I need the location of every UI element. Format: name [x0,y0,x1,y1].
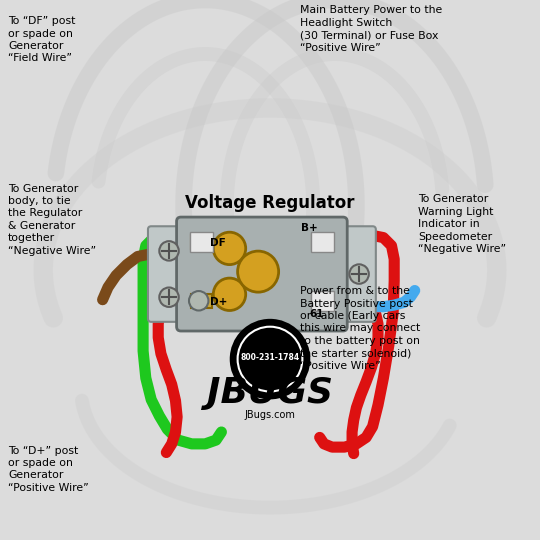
FancyBboxPatch shape [148,226,187,322]
Text: 61: 61 [309,309,323,319]
Text: JBugs.com: JBugs.com [245,410,295,420]
Text: DF: DF [210,238,225,248]
Bar [310,232,334,252]
Text: JBUGS: JBUGS [207,376,333,410]
Text: Power from & to the
Battery Positive post
or cable (Early cars
this wire may con: Power from & to the Battery Positive pos… [300,286,420,370]
Circle shape [238,251,279,292]
FancyBboxPatch shape [337,226,376,322]
Text: To “D+” post
or spade on
Generator
“Positive Wire”: To “D+” post or spade on Generator “Posi… [8,446,89,492]
Circle shape [231,320,309,398]
Circle shape [159,287,179,307]
Text: B+: B+ [301,224,318,233]
FancyBboxPatch shape [191,235,212,249]
Circle shape [213,232,246,265]
Bar [190,232,213,252]
FancyBboxPatch shape [191,294,212,308]
Text: To Generator
Warning Light
Indicator in
Speedometer
“Negative Wire”: To Generator Warning Light Indicator in … [418,194,507,254]
FancyBboxPatch shape [177,217,347,331]
Bar [310,291,334,310]
Circle shape [159,241,179,261]
Text: Main Battery Power to the
Headlight Switch
(30 Terminal) or Fuse Box
“Positive W: Main Battery Power to the Headlight Swit… [300,5,442,52]
FancyBboxPatch shape [312,235,333,249]
Circle shape [189,291,208,310]
Text: 800-231-1784: 800-231-1784 [240,353,300,362]
Circle shape [213,278,246,310]
Text: D+: D+ [210,297,227,307]
Text: To “DF” post
or spade on
Generator
“Field Wire”: To “DF” post or spade on Generator “Fiel… [8,16,76,63]
Text: To Generator
body, to tie
the Regulator
& Generator
together
“Negative Wire”: To Generator body, to tie the Regulator … [8,184,96,255]
Text: Voltage Regulator: Voltage Regulator [185,193,355,212]
FancyBboxPatch shape [312,294,333,308]
Circle shape [349,264,369,284]
